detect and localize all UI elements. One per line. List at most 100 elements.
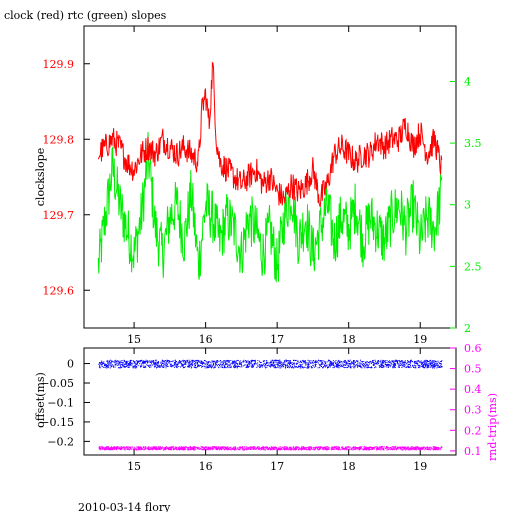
roundtrip-point [263, 447, 264, 449]
roundtrip-point [161, 446, 163, 448]
roundtrip-point [316, 446, 318, 448]
roundtrip-point [411, 447, 413, 449]
offset-point [110, 364, 112, 366]
offset-point [107, 362, 109, 364]
roundtrip-point [338, 447, 339, 449]
roundtrip-point [126, 449, 128, 450]
offset-point [204, 367, 206, 369]
roundtrip-point [102, 446, 104, 448]
roundtrip-point [404, 449, 406, 451]
offset-point [205, 363, 207, 365]
offset-point [377, 363, 379, 365]
roundtrip-point [427, 449, 429, 451]
offset-point [197, 359, 199, 361]
offset-point [410, 361, 412, 363]
roundtrip-point [314, 448, 316, 450]
roundtrip-point [285, 446, 287, 448]
offset-point [197, 362, 198, 363]
offset-point [123, 366, 125, 368]
roundtrip-point [184, 446, 186, 448]
offset-point [368, 361, 370, 363]
roundtrip-point [334, 446, 335, 448]
slopes-x-tick-label: 16 [199, 333, 213, 346]
roundtrip-point [185, 446, 187, 448]
offset-point [136, 366, 138, 368]
offset-point [194, 366, 196, 368]
roundtrip-point [133, 449, 135, 451]
roundtrip-point [100, 448, 102, 450]
offset-point [144, 366, 146, 368]
offset-point [345, 363, 347, 364]
offset-point [223, 360, 225, 362]
roundtrip-point [124, 447, 126, 449]
roundtrip-point [143, 449, 145, 451]
roundtrip-point [210, 447, 211, 449]
offset-point [423, 367, 425, 369]
offset-point [121, 363, 123, 365]
offset-point [425, 361, 427, 363]
offset-point [139, 360, 141, 362]
roundtrip-point [323, 447, 325, 449]
offset-point [170, 363, 172, 365]
roundtrip-point [203, 446, 205, 448]
roundtrip-point [137, 447, 139, 449]
offset-point [424, 362, 425, 364]
offset-point [224, 367, 226, 369]
offset-point [126, 366, 128, 367]
offset-point [230, 366, 232, 368]
roundtrip-point [112, 448, 114, 449]
offset-point [367, 366, 369, 368]
roundtrip-point [240, 447, 242, 449]
roundtrip-point [240, 447, 242, 449]
offset-point [435, 361, 437, 362]
offset-point [333, 365, 335, 367]
roundtrip-point [387, 447, 388, 449]
offset-point [275, 363, 277, 365]
offset-point [416, 360, 418, 362]
offset-point [266, 362, 268, 364]
offset-point [129, 366, 131, 368]
offset-point [278, 364, 280, 366]
offset-point [169, 360, 170, 362]
roundtrip-point [366, 449, 367, 451]
offset-point [413, 366, 414, 368]
offset-point [305, 360, 306, 362]
roundtrip-point [252, 449, 254, 450]
offset-point [282, 364, 284, 366]
roundtrip-point [184, 448, 186, 450]
offset-point [401, 365, 403, 367]
offset-point [165, 365, 167, 367]
offset-point [343, 366, 345, 368]
offset-point [427, 362, 429, 364]
offset-point [321, 366, 322, 367]
offset-point [291, 364, 293, 365]
roundtrip-point [433, 449, 435, 451]
offset-point [252, 366, 253, 368]
offset-point [249, 363, 251, 365]
roundtrip-point [193, 446, 195, 448]
roundtrip-point [127, 446, 129, 448]
offset-point [221, 366, 223, 368]
roundtrip-point [350, 448, 352, 450]
offset-point [142, 364, 144, 366]
offset-point [208, 361, 210, 363]
roundtrip-point [353, 449, 355, 450]
roundtrip-point [394, 446, 396, 448]
roundtrip-point [198, 447, 200, 449]
offset-point [269, 365, 271, 367]
offset-point [113, 361, 115, 363]
offset-point [432, 367, 434, 369]
roundtrip-point [382, 448, 384, 450]
offset-point [201, 362, 203, 364]
offset-point [414, 367, 416, 369]
offset-point [165, 367, 167, 369]
offset-point [273, 365, 275, 367]
offset-point [195, 366, 197, 368]
slopes-left-tick-label: 129.8 [43, 133, 75, 146]
offset-point [383, 366, 385, 368]
roundtrip-point [221, 447, 223, 449]
offset-point [184, 360, 185, 362]
roundtrip-point [414, 448, 415, 450]
roundtrip-point [282, 446, 284, 448]
offset-point [385, 362, 387, 363]
